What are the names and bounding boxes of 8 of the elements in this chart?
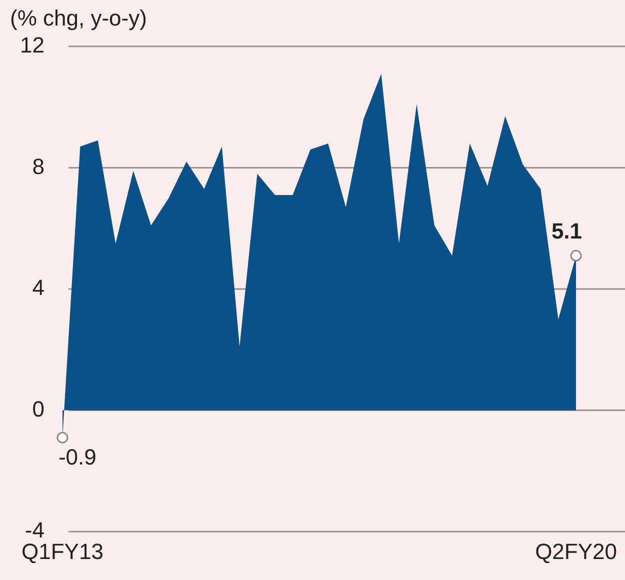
data-label: 5.1	[551, 218, 582, 244]
chart-title: (% chg, y-o-y)	[10, 5, 147, 30]
y-tick-label: 8	[32, 154, 44, 179]
y-tick-label: 12	[20, 32, 44, 58]
x-tick-label: Q2FY20	[535, 538, 618, 564]
y-tick-label: 4	[32, 275, 44, 300]
y-tick-label: 0	[32, 396, 44, 422]
data-label: -0.9	[58, 444, 96, 470]
